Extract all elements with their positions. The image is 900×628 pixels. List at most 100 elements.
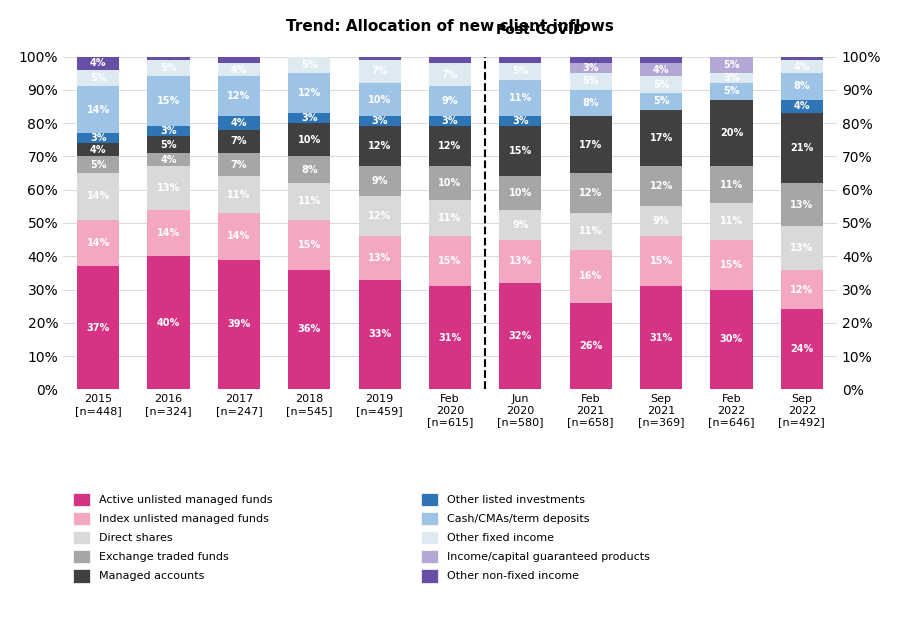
Bar bbox=[710, 83, 752, 100]
Bar bbox=[570, 57, 612, 63]
Bar bbox=[640, 93, 682, 110]
Text: 14%: 14% bbox=[86, 192, 110, 202]
Bar bbox=[218, 57, 260, 63]
Text: 8%: 8% bbox=[301, 165, 318, 175]
Bar bbox=[148, 210, 190, 256]
Bar bbox=[640, 110, 682, 166]
Bar bbox=[710, 290, 752, 389]
Text: 14%: 14% bbox=[86, 238, 110, 248]
Bar bbox=[710, 73, 752, 83]
Text: 12%: 12% bbox=[650, 181, 672, 192]
Bar bbox=[218, 213, 260, 259]
Text: 8%: 8% bbox=[794, 82, 810, 92]
Text: 15%: 15% bbox=[508, 146, 532, 156]
Text: 3%: 3% bbox=[301, 113, 318, 123]
Text: 11%: 11% bbox=[720, 216, 743, 226]
Text: 39%: 39% bbox=[228, 320, 250, 330]
Bar bbox=[429, 63, 471, 87]
Bar bbox=[77, 133, 120, 143]
Bar bbox=[429, 200, 471, 236]
Bar bbox=[429, 236, 471, 286]
Bar bbox=[218, 77, 260, 116]
Bar bbox=[288, 269, 330, 389]
Text: 9%: 9% bbox=[372, 176, 388, 187]
Bar bbox=[570, 173, 612, 213]
Text: 3%: 3% bbox=[442, 116, 458, 126]
Bar bbox=[780, 57, 823, 60]
Text: 16%: 16% bbox=[579, 271, 602, 281]
Bar bbox=[570, 213, 612, 249]
Text: 10%: 10% bbox=[438, 178, 462, 188]
Bar bbox=[780, 113, 823, 183]
Bar bbox=[500, 210, 542, 239]
Text: 12%: 12% bbox=[368, 141, 392, 151]
Text: 11%: 11% bbox=[298, 197, 321, 207]
Text: 5%: 5% bbox=[512, 67, 528, 77]
Text: 3%: 3% bbox=[160, 126, 176, 136]
Bar bbox=[500, 283, 542, 389]
Text: 5%: 5% bbox=[652, 80, 670, 90]
Bar bbox=[710, 57, 752, 73]
Bar bbox=[358, 116, 401, 126]
Text: 13%: 13% bbox=[508, 256, 532, 266]
Text: 11%: 11% bbox=[228, 190, 250, 200]
Text: Trend: Allocation of new client inflows: Trend: Allocation of new client inflows bbox=[286, 19, 614, 34]
Bar bbox=[77, 173, 120, 220]
Text: 7%: 7% bbox=[372, 67, 388, 77]
Bar bbox=[358, 126, 401, 166]
Bar bbox=[500, 57, 542, 63]
Bar bbox=[77, 70, 120, 87]
Text: 13%: 13% bbox=[790, 243, 814, 253]
Text: 9%: 9% bbox=[512, 220, 528, 230]
Bar bbox=[570, 116, 612, 173]
Text: 10%: 10% bbox=[368, 95, 392, 105]
Bar bbox=[570, 73, 612, 90]
Text: 36%: 36% bbox=[298, 325, 321, 335]
Text: 12%: 12% bbox=[298, 88, 321, 98]
Text: 14%: 14% bbox=[157, 228, 180, 238]
Bar bbox=[358, 166, 401, 197]
Bar bbox=[640, 286, 682, 389]
Bar bbox=[148, 153, 190, 166]
Text: 33%: 33% bbox=[368, 330, 392, 340]
Text: 3%: 3% bbox=[372, 116, 388, 126]
Bar bbox=[570, 249, 612, 303]
Bar bbox=[500, 239, 542, 283]
Bar bbox=[148, 126, 190, 136]
Bar bbox=[500, 63, 542, 80]
Text: 3%: 3% bbox=[90, 133, 106, 143]
Text: 4%: 4% bbox=[652, 65, 670, 75]
Text: 5%: 5% bbox=[582, 77, 599, 87]
Bar bbox=[780, 183, 823, 226]
Bar bbox=[570, 303, 612, 389]
Text: 15%: 15% bbox=[157, 97, 180, 107]
Text: 10%: 10% bbox=[508, 188, 532, 198]
Text: 5%: 5% bbox=[652, 97, 670, 107]
Text: 30%: 30% bbox=[720, 335, 743, 344]
Text: 11%: 11% bbox=[438, 213, 462, 223]
Text: 4%: 4% bbox=[794, 62, 810, 72]
Bar bbox=[218, 63, 260, 77]
Bar bbox=[358, 83, 401, 116]
Bar bbox=[640, 57, 682, 63]
Text: 5%: 5% bbox=[160, 139, 176, 149]
Bar bbox=[429, 87, 471, 116]
Text: 5%: 5% bbox=[160, 63, 176, 73]
Bar bbox=[710, 203, 752, 239]
Bar bbox=[500, 176, 542, 210]
Text: 11%: 11% bbox=[579, 226, 602, 236]
Text: 12%: 12% bbox=[368, 211, 392, 221]
Bar bbox=[77, 57, 120, 70]
Text: 4%: 4% bbox=[794, 102, 810, 111]
Bar bbox=[780, 60, 823, 73]
Bar bbox=[640, 206, 682, 236]
Bar bbox=[358, 60, 401, 83]
Bar bbox=[218, 153, 260, 176]
Text: 12%: 12% bbox=[579, 188, 602, 198]
Text: 32%: 32% bbox=[508, 331, 532, 341]
Text: 3%: 3% bbox=[724, 73, 740, 83]
Bar bbox=[429, 286, 471, 389]
Text: 15%: 15% bbox=[438, 256, 462, 266]
Bar bbox=[570, 63, 612, 73]
Bar bbox=[288, 113, 330, 123]
